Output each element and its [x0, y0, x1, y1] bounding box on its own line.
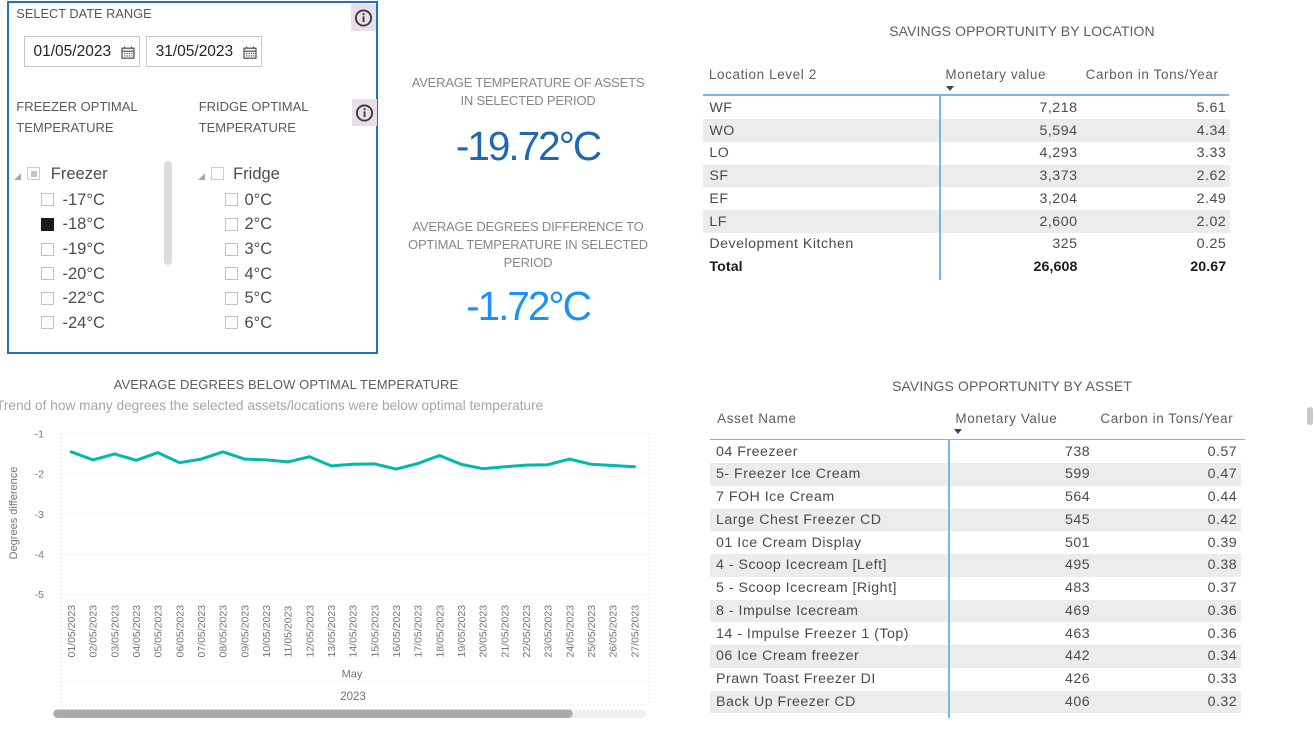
- svg-text:25/05/2023: 25/05/2023: [586, 605, 598, 658]
- svg-text:-3: -3: [35, 509, 44, 521]
- svg-text:06/05/2023: 06/05/2023: [174, 605, 186, 658]
- svg-text:-1: -1: [35, 429, 44, 441]
- svg-text:2023: 2023: [340, 691, 366, 703]
- svg-text:02/05/2023: 02/05/2023: [88, 605, 100, 658]
- svg-text:21/05/2023: 21/05/2023: [499, 605, 511, 658]
- svg-text:Degrees difference: Degrees difference: [8, 467, 20, 560]
- svg-text:09/05/2023: 09/05/2023: [239, 605, 251, 658]
- svg-text:-5: -5: [35, 589, 44, 601]
- svg-text:10/05/2023: 10/05/2023: [261, 605, 273, 658]
- svg-text:07/05/2023: 07/05/2023: [196, 605, 208, 658]
- svg-text:-2: -2: [35, 469, 44, 481]
- svg-text:12/05/2023: 12/05/2023: [304, 605, 316, 658]
- svg-text:26/05/2023: 26/05/2023: [608, 605, 620, 658]
- svg-text:05/05/2023: 05/05/2023: [153, 605, 165, 658]
- svg-text:18/05/2023: 18/05/2023: [434, 605, 446, 658]
- svg-text:27/05/2023: 27/05/2023: [629, 605, 641, 658]
- svg-text:19/05/2023: 19/05/2023: [456, 605, 468, 658]
- svg-text:01/05/2023: 01/05/2023: [66, 605, 78, 658]
- svg-text:23/05/2023: 23/05/2023: [543, 605, 555, 658]
- svg-text:04/05/2023: 04/05/2023: [131, 605, 143, 658]
- svg-text:17/05/2023: 17/05/2023: [413, 605, 425, 658]
- svg-text:11/05/2023: 11/05/2023: [283, 606, 295, 658]
- svg-text:14/05/2023: 14/05/2023: [348, 605, 360, 658]
- svg-text:24/05/2023: 24/05/2023: [564, 605, 576, 658]
- svg-text:22/05/2023: 22/05/2023: [521, 605, 533, 658]
- svg-text:13/05/2023: 13/05/2023: [326, 605, 338, 658]
- svg-text:20/05/2023: 20/05/2023: [478, 605, 490, 658]
- svg-text:03/05/2023: 03/05/2023: [109, 605, 121, 658]
- svg-text:08/05/2023: 08/05/2023: [218, 605, 230, 658]
- svg-text:15/05/2023: 15/05/2023: [369, 605, 381, 658]
- svg-text:May: May: [342, 669, 363, 681]
- svg-text:16/05/2023: 16/05/2023: [391, 605, 403, 658]
- svg-text:-4: -4: [35, 549, 44, 561]
